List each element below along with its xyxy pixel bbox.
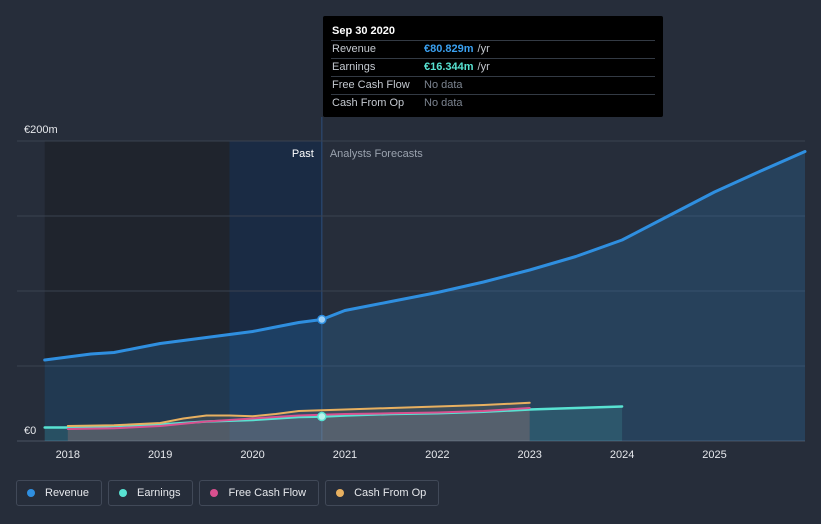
legend-label: Earnings <box>137 487 181 499</box>
x-tick-label: 2019 <box>148 449 172 461</box>
revenue-dot-icon <box>27 489 35 497</box>
earnings-line <box>43 405 624 429</box>
tooltip-key: Cash From Op <box>332 97 405 109</box>
cash-from-op-dot-icon <box>336 489 345 497</box>
chart-legend: Revenue Earnings Free Cash Flow Cash Fro… <box>16 480 440 506</box>
x-tick-label: 2025 <box>702 449 726 461</box>
tooltip-key: Earnings <box>332 61 376 73</box>
tooltip-value: No data <box>424 79 463 91</box>
tooltip-date: Sep 30 2020 <box>332 25 395 37</box>
x-tick-label: 2023 <box>517 449 541 461</box>
tooltip-value: €80.829m <box>424 43 474 55</box>
tooltip-value: No data <box>424 97 463 109</box>
y-tick-label: €200m <box>24 124 58 136</box>
earnings-area <box>44 406 623 441</box>
tooltip-row-revenue: Revenue €80.829m /yr <box>331 40 655 58</box>
forecast-label: Analysts Forecasts <box>330 148 423 160</box>
tooltip-row-free-cash-flow: Free Cash Flow No data <box>331 76 655 94</box>
legend-item-cash-from-op[interactable]: Cash From Op <box>325 480 440 506</box>
x-tick-label: 2018 <box>56 449 80 461</box>
tooltip-row-earnings: Earnings €16.344m /yr <box>331 58 655 76</box>
x-tick-label: 2021 <box>333 449 357 461</box>
tooltip-unit: /yr <box>477 61 490 73</box>
x-tick-label: 2024 <box>610 449 634 461</box>
legend-label: Revenue <box>45 487 90 499</box>
x-tick-label: 2022 <box>425 449 449 461</box>
past-label: Past <box>292 148 314 160</box>
tooltip-unit: /yr <box>477 43 490 55</box>
legend-item-revenue[interactable]: Revenue <box>16 480 103 506</box>
legend-item-free-cash-flow[interactable]: Free Cash Flow <box>199 480 320 506</box>
tooltip-row-cash-from-op: Cash From Op No data <box>331 94 655 112</box>
tooltip-key: Revenue <box>332 43 377 55</box>
free-cash-flow-line <box>66 407 531 430</box>
grid-lines <box>17 140 805 442</box>
earnings-marker <box>317 411 327 422</box>
revenue-marker <box>317 314 327 325</box>
free-cash-flow-area <box>67 408 530 441</box>
data-tooltip: Sep 30 2020 Revenue €80.829m /yr Earning… <box>323 16 663 117</box>
y-tick-label: €0 <box>24 425 36 437</box>
free-cash-flow-dot-icon <box>210 489 219 497</box>
x-tick-label: 2020 <box>240 449 264 461</box>
legend-item-earnings[interactable]: Earnings <box>108 480 194 506</box>
legend-label: Free Cash Flow <box>228 487 307 499</box>
tooltip-value: €16.344m <box>424 61 474 73</box>
hover-markers <box>317 314 327 422</box>
cash-from-op-line <box>66 401 531 427</box>
axis-labels: €0 €200m 2018 2019 2020 2021 2022 2023 2024 2025 P… <box>24 124 727 461</box>
earnings-dot-icon <box>119 489 128 497</box>
legend-label: Cash From Op <box>354 487 427 499</box>
tooltip-key: Free Cash Flow <box>332 79 410 91</box>
